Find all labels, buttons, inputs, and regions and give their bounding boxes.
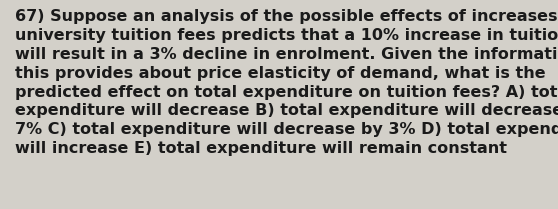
Text: 67) Suppose an analysis of the possible effects of increases in
university tuiti: 67) Suppose an analysis of the possible … (16, 9, 558, 156)
